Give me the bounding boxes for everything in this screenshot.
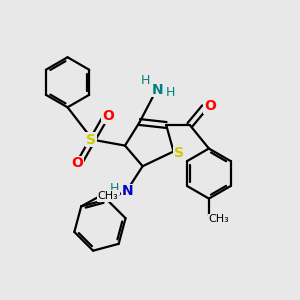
Text: H: H xyxy=(166,86,175,99)
Text: H: H xyxy=(110,182,119,195)
Text: CH₃: CH₃ xyxy=(97,191,118,201)
Text: N: N xyxy=(122,184,134,198)
Text: O: O xyxy=(71,156,83,170)
Text: H: H xyxy=(141,74,150,87)
Text: N: N xyxy=(152,82,163,97)
Text: O: O xyxy=(102,109,114,123)
Text: S: S xyxy=(86,133,96,147)
Text: O: O xyxy=(204,99,216,113)
Text: S: S xyxy=(174,146,184,160)
Text: CH₃: CH₃ xyxy=(209,214,230,224)
